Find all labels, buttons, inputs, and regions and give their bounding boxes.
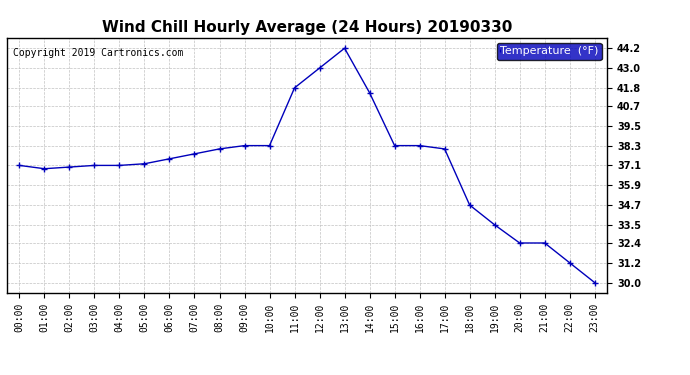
Text: Copyright 2019 Cartronics.com: Copyright 2019 Cartronics.com bbox=[13, 48, 184, 58]
Title: Wind Chill Hourly Average (24 Hours) 20190330: Wind Chill Hourly Average (24 Hours) 201… bbox=[102, 20, 512, 35]
Legend: Temperature  (°F): Temperature (°F) bbox=[497, 43, 602, 60]
